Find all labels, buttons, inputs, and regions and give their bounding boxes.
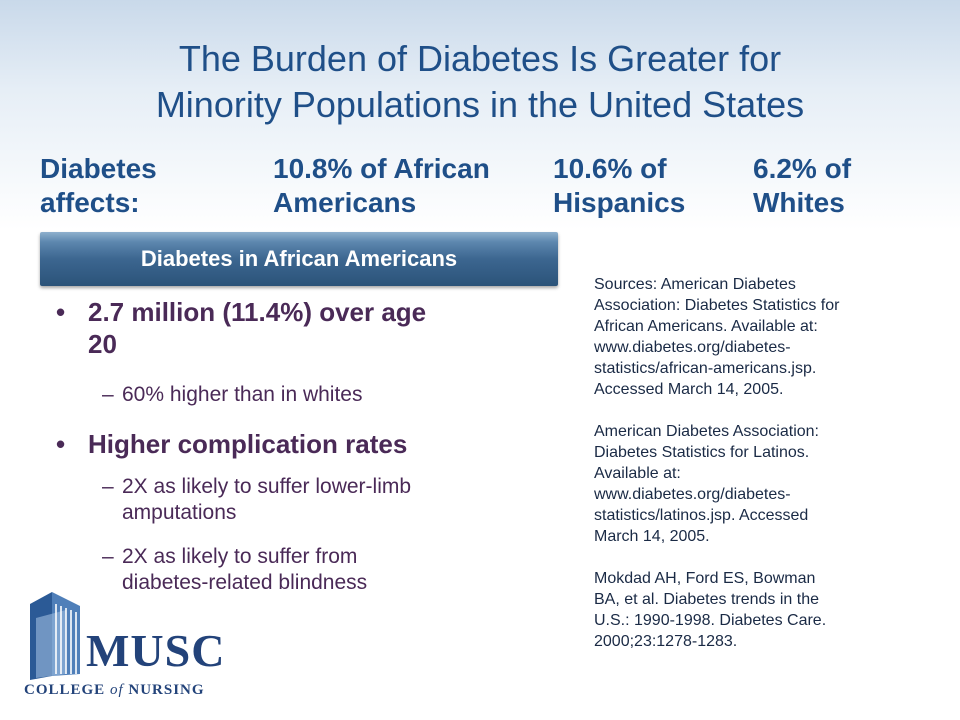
stat-aa-line1: 10.8% of African: [273, 153, 490, 184]
stat-hispanics: 10.6% of Hispanics: [553, 152, 685, 220]
source-line: BA, et al. Diabetes trends in the: [594, 591, 820, 608]
logo-sub-of: of: [109, 682, 124, 698]
stat-whites-line2: Whites: [753, 187, 845, 218]
bullet-dot-icon: •: [56, 297, 66, 327]
dash-icon: –: [102, 383, 114, 406]
source-line: www.diabetes.org/diabetes-: [594, 339, 791, 356]
stat-label: Diabetes affects:: [40, 152, 157, 220]
musc-building-logo-icon: [30, 592, 80, 680]
stat-whites: 6.2% of Whites: [753, 152, 851, 220]
source-line: Mokdad AH, Ford ES, Bowman: [594, 570, 816, 587]
source-line: March 14, 2005.: [594, 528, 710, 545]
musc-logo-text: MUSC: [86, 625, 226, 676]
college-of-nursing-text: COLLEGE of NURSING: [24, 682, 205, 699]
source-citation-2: American Diabetes Association: Diabetes …: [594, 421, 939, 547]
source-citation-3: Mokdad AH, Ford ES, Bowman BA, et al. Di…: [594, 568, 939, 652]
stat-label-line1: Diabetes: [40, 153, 157, 184]
bullet-text: 20: [88, 329, 117, 359]
sub-bullet-text: 2X as likely to suffer from: [122, 545, 358, 568]
bullet-text: Higher complication rates: [88, 429, 408, 459]
stat-label-line2: affects:: [40, 187, 140, 218]
source-line: Accessed March 14, 2005.: [594, 381, 784, 398]
logo-sub-nursing: NURSING: [123, 682, 205, 698]
source-line: Available at:: [594, 465, 681, 482]
sub-bullet-item: – 2X as likely to suffer lower-limb ampu…: [102, 474, 516, 526]
bullet-list: • 2.7 million (11.4%) over age 20 – 60% …: [56, 296, 516, 596]
slide-title-line2: Minority Populations in the United State…: [155, 84, 805, 125]
sources-block: Sources: American Diabetes Association: …: [594, 274, 939, 673]
section-banner: Diabetes in African Americans: [40, 232, 558, 286]
source-line: www.diabetes.org/diabetes-: [594, 486, 791, 503]
stat-hisp-line1: 10.6% of: [553, 153, 667, 184]
sub-bullet-text: diabetes-related blindness: [122, 571, 368, 594]
sub-bullet-item: – 2X as likely to suffer from diabetes-r…: [102, 544, 516, 596]
sub-bullet-text: amputations: [122, 501, 237, 524]
bullet-dot-icon: •: [56, 429, 66, 459]
source-citation-1: Sources: American Diabetes Association: …: [594, 274, 939, 400]
stat-hisp-line2: Hispanics: [553, 187, 686, 218]
source-line: U.S.: 1990-1998. Diabetes Care.: [594, 612, 827, 629]
source-line: statistics/latinos.jsp. Accessed: [594, 507, 809, 524]
dash-icon: –: [102, 545, 114, 568]
stat-african-americans: 10.8% of African Americans: [273, 152, 490, 220]
slide-title-line1: The Burden of Diabetes Is Greater for: [178, 38, 782, 79]
logo-sub-college: COLLEGE: [24, 682, 110, 698]
source-line: Association: Diabetes Statistics for: [594, 297, 840, 314]
bullet-text: 2.7 million (11.4%) over age: [88, 297, 427, 327]
bullet-item: • Higher complication rates: [56, 428, 516, 460]
bullet-item: • 2.7 million (11.4%) over age 20: [56, 296, 516, 360]
sub-bullet-text: 60% higher than in whites: [122, 383, 363, 406]
source-line: American Diabetes Association:: [594, 423, 819, 440]
slide-title: The Burden of Diabetes Is Greater for Mi…: [40, 36, 920, 128]
source-line: African Americans. Available at:: [594, 318, 818, 335]
sub-bullet-item: – 60% higher than in whites: [102, 382, 516, 408]
dash-icon: –: [102, 475, 114, 498]
source-line: statistics/african-americans.jsp.: [594, 360, 817, 377]
stat-whites-line1: 6.2% of: [753, 153, 852, 184]
stat-aa-line2: Americans: [273, 187, 417, 218]
sub-bullet-text: 2X as likely to suffer lower-limb: [122, 475, 412, 498]
source-line: 2000;23:1278-1283.: [594, 633, 738, 650]
source-line: Diabetes Statistics for Latinos.: [594, 444, 810, 461]
source-line: Sources: American Diabetes: [594, 276, 796, 293]
